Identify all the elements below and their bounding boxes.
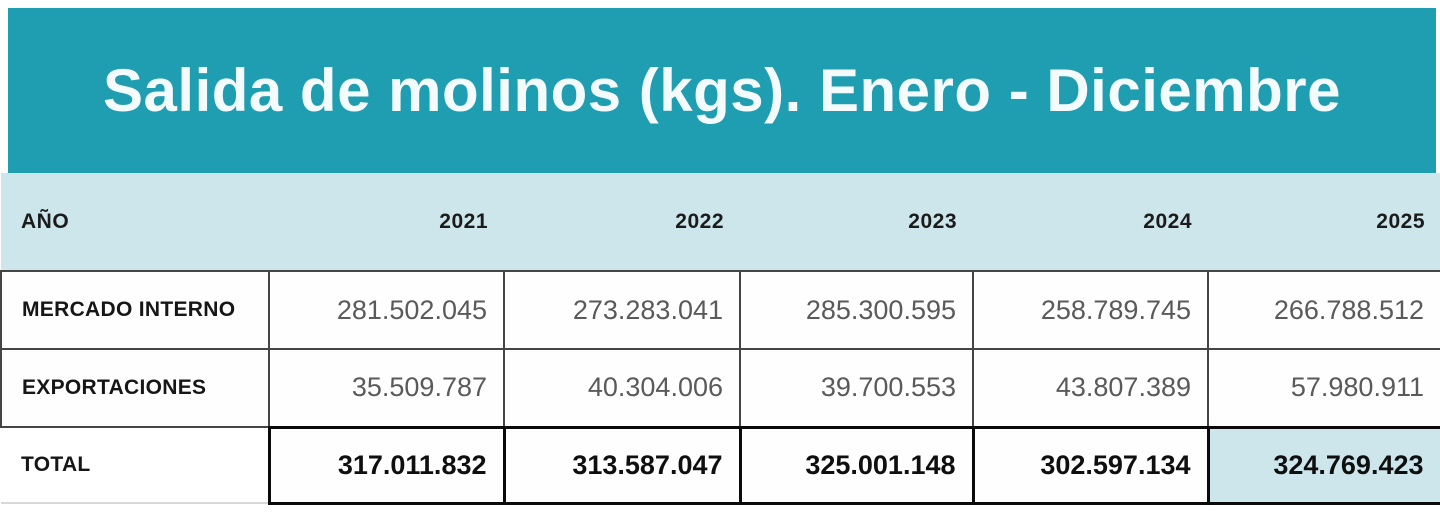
mill-output-table: AÑO 2021 2022 2023 2024 2025 MERCADO INT… — [0, 173, 1440, 505]
page-title: Salida de molinos (kgs). Enero - Diciemb… — [103, 57, 1341, 124]
cell-total-2023: 325.001.148 — [738, 425, 975, 505]
table-row-mercado-interno: MERCADO INTERNO 281.502.045 273.283.041 … — [0, 270, 1440, 350]
cell-total-2025-highlighted: 324.769.423 — [1206, 425, 1440, 505]
cell-total-2024: 302.597.134 — [971, 425, 1210, 505]
cell-mercado-interno-2025: 266.788.512 — [1207, 270, 1440, 350]
cell-mercado-interno-2023: 285.300.595 — [739, 270, 974, 350]
row-label-exportaciones: EXPORTACIONES — [0, 348, 270, 428]
cell-mercado-interno-2024: 258.789.745 — [972, 270, 1209, 350]
cell-exportaciones-2025: 57.980.911 — [1207, 348, 1440, 428]
cell-exportaciones-2024: 43.807.389 — [972, 348, 1209, 428]
cell-exportaciones-2023: 39.700.553 — [739, 348, 974, 428]
year-header-2021: 2021 — [269, 173, 504, 271]
table-row-total: TOTAL 317.011.832 313.587.047 325.001.14… — [1, 425, 1440, 505]
cell-mercado-interno-2021: 281.502.045 — [268, 270, 505, 350]
year-header-2022: 2022 — [504, 173, 740, 271]
table-row-exportaciones: EXPORTACIONES 35.509.787 40.304.006 39.7… — [0, 348, 1440, 428]
year-header-2025: 2025 — [1208, 173, 1440, 271]
row-label-mercado-interno: MERCADO INTERNO — [0, 270, 270, 350]
table-header-row: AÑO 2021 2022 2023 2024 2025 — [1, 173, 1440, 271]
cell-exportaciones-2022: 40.304.006 — [503, 348, 741, 428]
cell-exportaciones-2021: 35.509.787 — [268, 348, 505, 428]
year-header-2024: 2024 — [973, 173, 1208, 271]
title-banner: Salida de molinos (kgs). Enero - Diciemb… — [8, 8, 1436, 173]
cell-total-2021: 317.011.832 — [267, 425, 506, 505]
year-header-2023: 2023 — [740, 173, 973, 271]
year-axis-label: AÑO — [1, 173, 269, 271]
cell-mercado-interno-2022: 273.283.041 — [503, 270, 741, 350]
cell-total-2022: 313.587.047 — [502, 425, 742, 505]
row-label-total: TOTAL — [1, 427, 269, 504]
